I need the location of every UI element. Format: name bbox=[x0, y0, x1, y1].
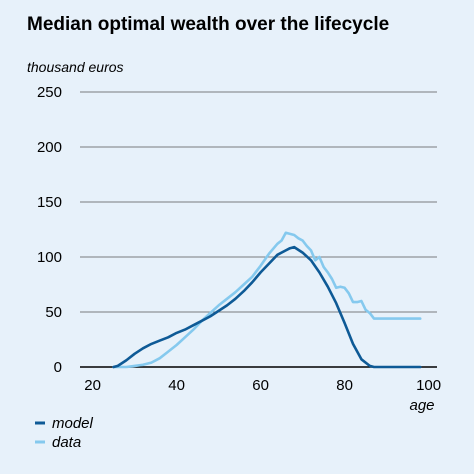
y-tick-label: 200 bbox=[37, 139, 62, 156]
y-tick-label: 150 bbox=[37, 194, 62, 211]
gridlines bbox=[80, 91, 437, 368]
x-axis-label: age bbox=[409, 397, 434, 414]
y-axis-unit-label: thousand euros bbox=[27, 59, 124, 75]
y-tick-labels: 0 50 100 150 200 250 bbox=[37, 84, 62, 376]
legend-label-data: data bbox=[52, 434, 81, 451]
y-tick-label: 250 bbox=[37, 84, 62, 101]
x-tick-label: 80 bbox=[336, 377, 353, 394]
y-tick-label: 50 bbox=[45, 304, 62, 321]
x-tick-label: 20 bbox=[84, 377, 101, 394]
x-tick-labels: 20 40 60 80 100 bbox=[84, 377, 441, 394]
x-tick-label: 40 bbox=[168, 377, 185, 394]
legend-label-model: model bbox=[52, 415, 94, 432]
x-tick-label: 100 bbox=[416, 377, 441, 394]
legend: model data bbox=[35, 415, 94, 451]
series-lines bbox=[112, 231, 422, 369]
y-tick-label: 100 bbox=[37, 249, 62, 266]
series-line-model bbox=[112, 245, 422, 369]
chart-title: Median optimal wealth over the lifecycle bbox=[27, 14, 389, 35]
y-tick-label: 0 bbox=[54, 359, 62, 376]
series-line-data bbox=[112, 231, 422, 369]
x-tick-label: 60 bbox=[252, 377, 269, 394]
